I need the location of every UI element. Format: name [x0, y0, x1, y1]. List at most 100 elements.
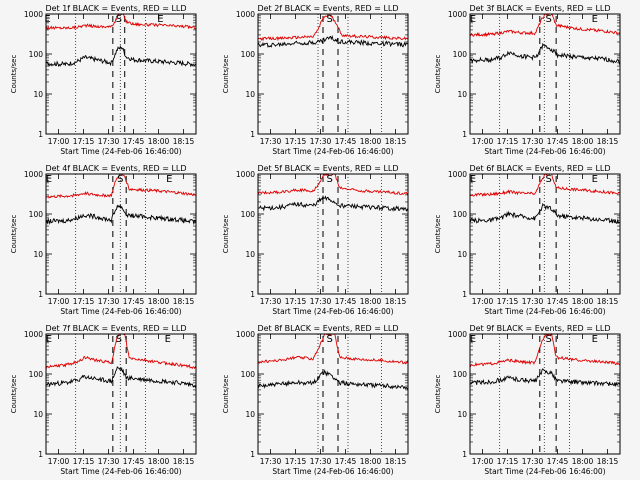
- x-tick-label: 18:00: [148, 457, 170, 466]
- x-tick-label: 17:45: [123, 137, 145, 146]
- y-tick-label: 10: [245, 410, 255, 419]
- x-tick-label: 17:15: [497, 137, 519, 146]
- marker-label-e: E: [46, 334, 52, 345]
- x-tick-label: 18:00: [148, 297, 170, 306]
- y-tick-label: 10: [33, 90, 43, 99]
- x-tick-label: 17:30: [98, 457, 120, 466]
- y-tick-label: 100: [29, 50, 44, 59]
- y-tick-label: 100: [241, 370, 256, 379]
- x-tick-label: 17:30: [522, 457, 544, 466]
- x-tick-label: 17:00: [472, 297, 494, 306]
- y-tick-label: 1: [38, 450, 43, 459]
- y-tick-label: 10: [457, 90, 467, 99]
- x-tick-label: 17:15: [285, 297, 307, 306]
- y-tick-label: 100: [29, 210, 44, 219]
- panel-det-4: Det 4f BLACK = Events, RED = LLD Counts/s…: [10, 164, 197, 316]
- y-tick-label: 10: [457, 250, 467, 259]
- marker-label-s: S: [117, 174, 123, 185]
- x-tick-label: 17:15: [497, 297, 519, 306]
- series-line-events: [45, 366, 197, 389]
- x-axis-label: Start Time (24-Feb-06 16:46:00): [60, 147, 181, 156]
- x-tick-label: 17:15: [285, 137, 307, 146]
- x-tick-label: 18:15: [597, 297, 619, 306]
- y-tick-label: 1: [250, 290, 255, 299]
- plot-frame: [257, 173, 409, 295]
- x-tick-label: 18:00: [360, 457, 382, 466]
- panel-title: Det 8f BLACK = Events, RED = LLD: [257, 324, 398, 333]
- x-tick-label: 17:30: [260, 457, 282, 466]
- y-axis-label: Counts/sec: [434, 55, 442, 94]
- panel-title: Det 4f BLACK = Events, RED = LLD: [45, 164, 186, 173]
- y-tick-label: 1000: [24, 10, 43, 19]
- y-tick-label: 10: [33, 250, 43, 259]
- x-axis-label: Start Time (24-Feb-06 16:46:00): [484, 307, 605, 316]
- series-line-events: [257, 369, 409, 390]
- y-tick-label: 10: [457, 410, 467, 419]
- marker-label-s: S: [546, 14, 552, 25]
- series-line-events: [257, 35, 409, 48]
- y-axis-label: Counts/sec: [222, 55, 230, 94]
- x-axis-label: Start Time (24-Feb-06 16:46:00): [484, 467, 605, 476]
- x-tick-label: 18:15: [173, 457, 195, 466]
- series-line-events: [45, 44, 197, 68]
- x-tick-label: 18:00: [572, 297, 594, 306]
- marker-label-e: E: [470, 174, 476, 185]
- x-tick-label: 17:30: [260, 137, 282, 146]
- panel-title: Det 7f BLACK = Events, RED = LLD: [45, 324, 186, 333]
- y-tick-label: 1000: [236, 10, 255, 19]
- y-tick-label: 1: [38, 290, 43, 299]
- series-line-events: [45, 204, 197, 226]
- panel-title: Det 1f BLACK = Events, RED = LLD: [45, 4, 186, 13]
- x-tick-label: 18:00: [360, 137, 382, 146]
- y-tick-label: 100: [453, 50, 468, 59]
- y-tick-label: 100: [241, 210, 256, 219]
- series-line-events: [469, 42, 621, 65]
- x-tick-label: 17:45: [547, 457, 569, 466]
- y-tick-label: 1: [38, 130, 43, 139]
- series-line-events: [257, 194, 409, 212]
- series-line-lld: [257, 333, 409, 365]
- y-tick-label: 1000: [24, 170, 43, 179]
- panel-title: Det 3f BLACK = Events, RED = LLD: [469, 4, 610, 13]
- y-tick-label: 100: [453, 210, 468, 219]
- marker-label-e: E: [46, 174, 52, 185]
- x-tick-label: 17:30: [522, 137, 544, 146]
- panel-title: Det 6f BLACK = Events, RED = LLD: [469, 164, 610, 173]
- marker-label-s: S: [116, 334, 122, 345]
- y-tick-label: 100: [241, 50, 256, 59]
- x-tick-label: 17:30: [310, 457, 332, 466]
- y-tick-label: 1000: [448, 10, 467, 19]
- x-tick-label: 17:45: [123, 297, 145, 306]
- series-line-lld: [258, 13, 409, 42]
- x-tick-label: 18:00: [360, 297, 382, 306]
- marker-label-e: E: [470, 334, 476, 345]
- panel-det-1: Det 1f BLACK = Events, RED = LLD Counts/s…: [10, 4, 197, 156]
- x-tick-label: 17:30: [310, 297, 332, 306]
- marker-label-e: E: [592, 14, 598, 25]
- x-tick-label: 17:30: [98, 297, 120, 306]
- marker-label-e: E: [166, 174, 172, 185]
- x-tick-label: 18:15: [173, 137, 195, 146]
- panel-title: Det 9f BLACK = Events, RED = LLD: [469, 324, 610, 333]
- x-tick-label: 17:00: [48, 137, 70, 146]
- marker-label-s: S: [326, 14, 332, 25]
- panel-det-2: Det 2f BLACK = Events, RED = LLD Counts/s…: [222, 4, 409, 156]
- y-axis-label: Counts/sec: [434, 215, 442, 254]
- marker-label-e: E: [165, 334, 171, 345]
- marker-label-s: S: [546, 174, 552, 185]
- series-line-events: [469, 202, 621, 224]
- plot-frame: [469, 13, 621, 135]
- y-axis-label: Counts/sec: [222, 375, 230, 414]
- y-tick-label: 1: [462, 290, 467, 299]
- y-tick-label: 10: [33, 410, 43, 419]
- x-tick-label: 17:45: [335, 297, 357, 306]
- x-tick-label: 17:00: [48, 457, 70, 466]
- x-tick-label: 17:15: [73, 297, 95, 306]
- x-tick-label: 17:30: [260, 297, 282, 306]
- plot-frame: [45, 13, 197, 135]
- x-tick-label: 18:00: [148, 137, 170, 146]
- marker-label-e: E: [592, 334, 598, 345]
- panel-det-9: Det 9f BLACK = Events, RED = LLD Counts/s…: [434, 324, 621, 476]
- series-line-events: [469, 368, 621, 388]
- x-axis-label: Start Time (24-Feb-06 16:46:00): [272, 147, 393, 156]
